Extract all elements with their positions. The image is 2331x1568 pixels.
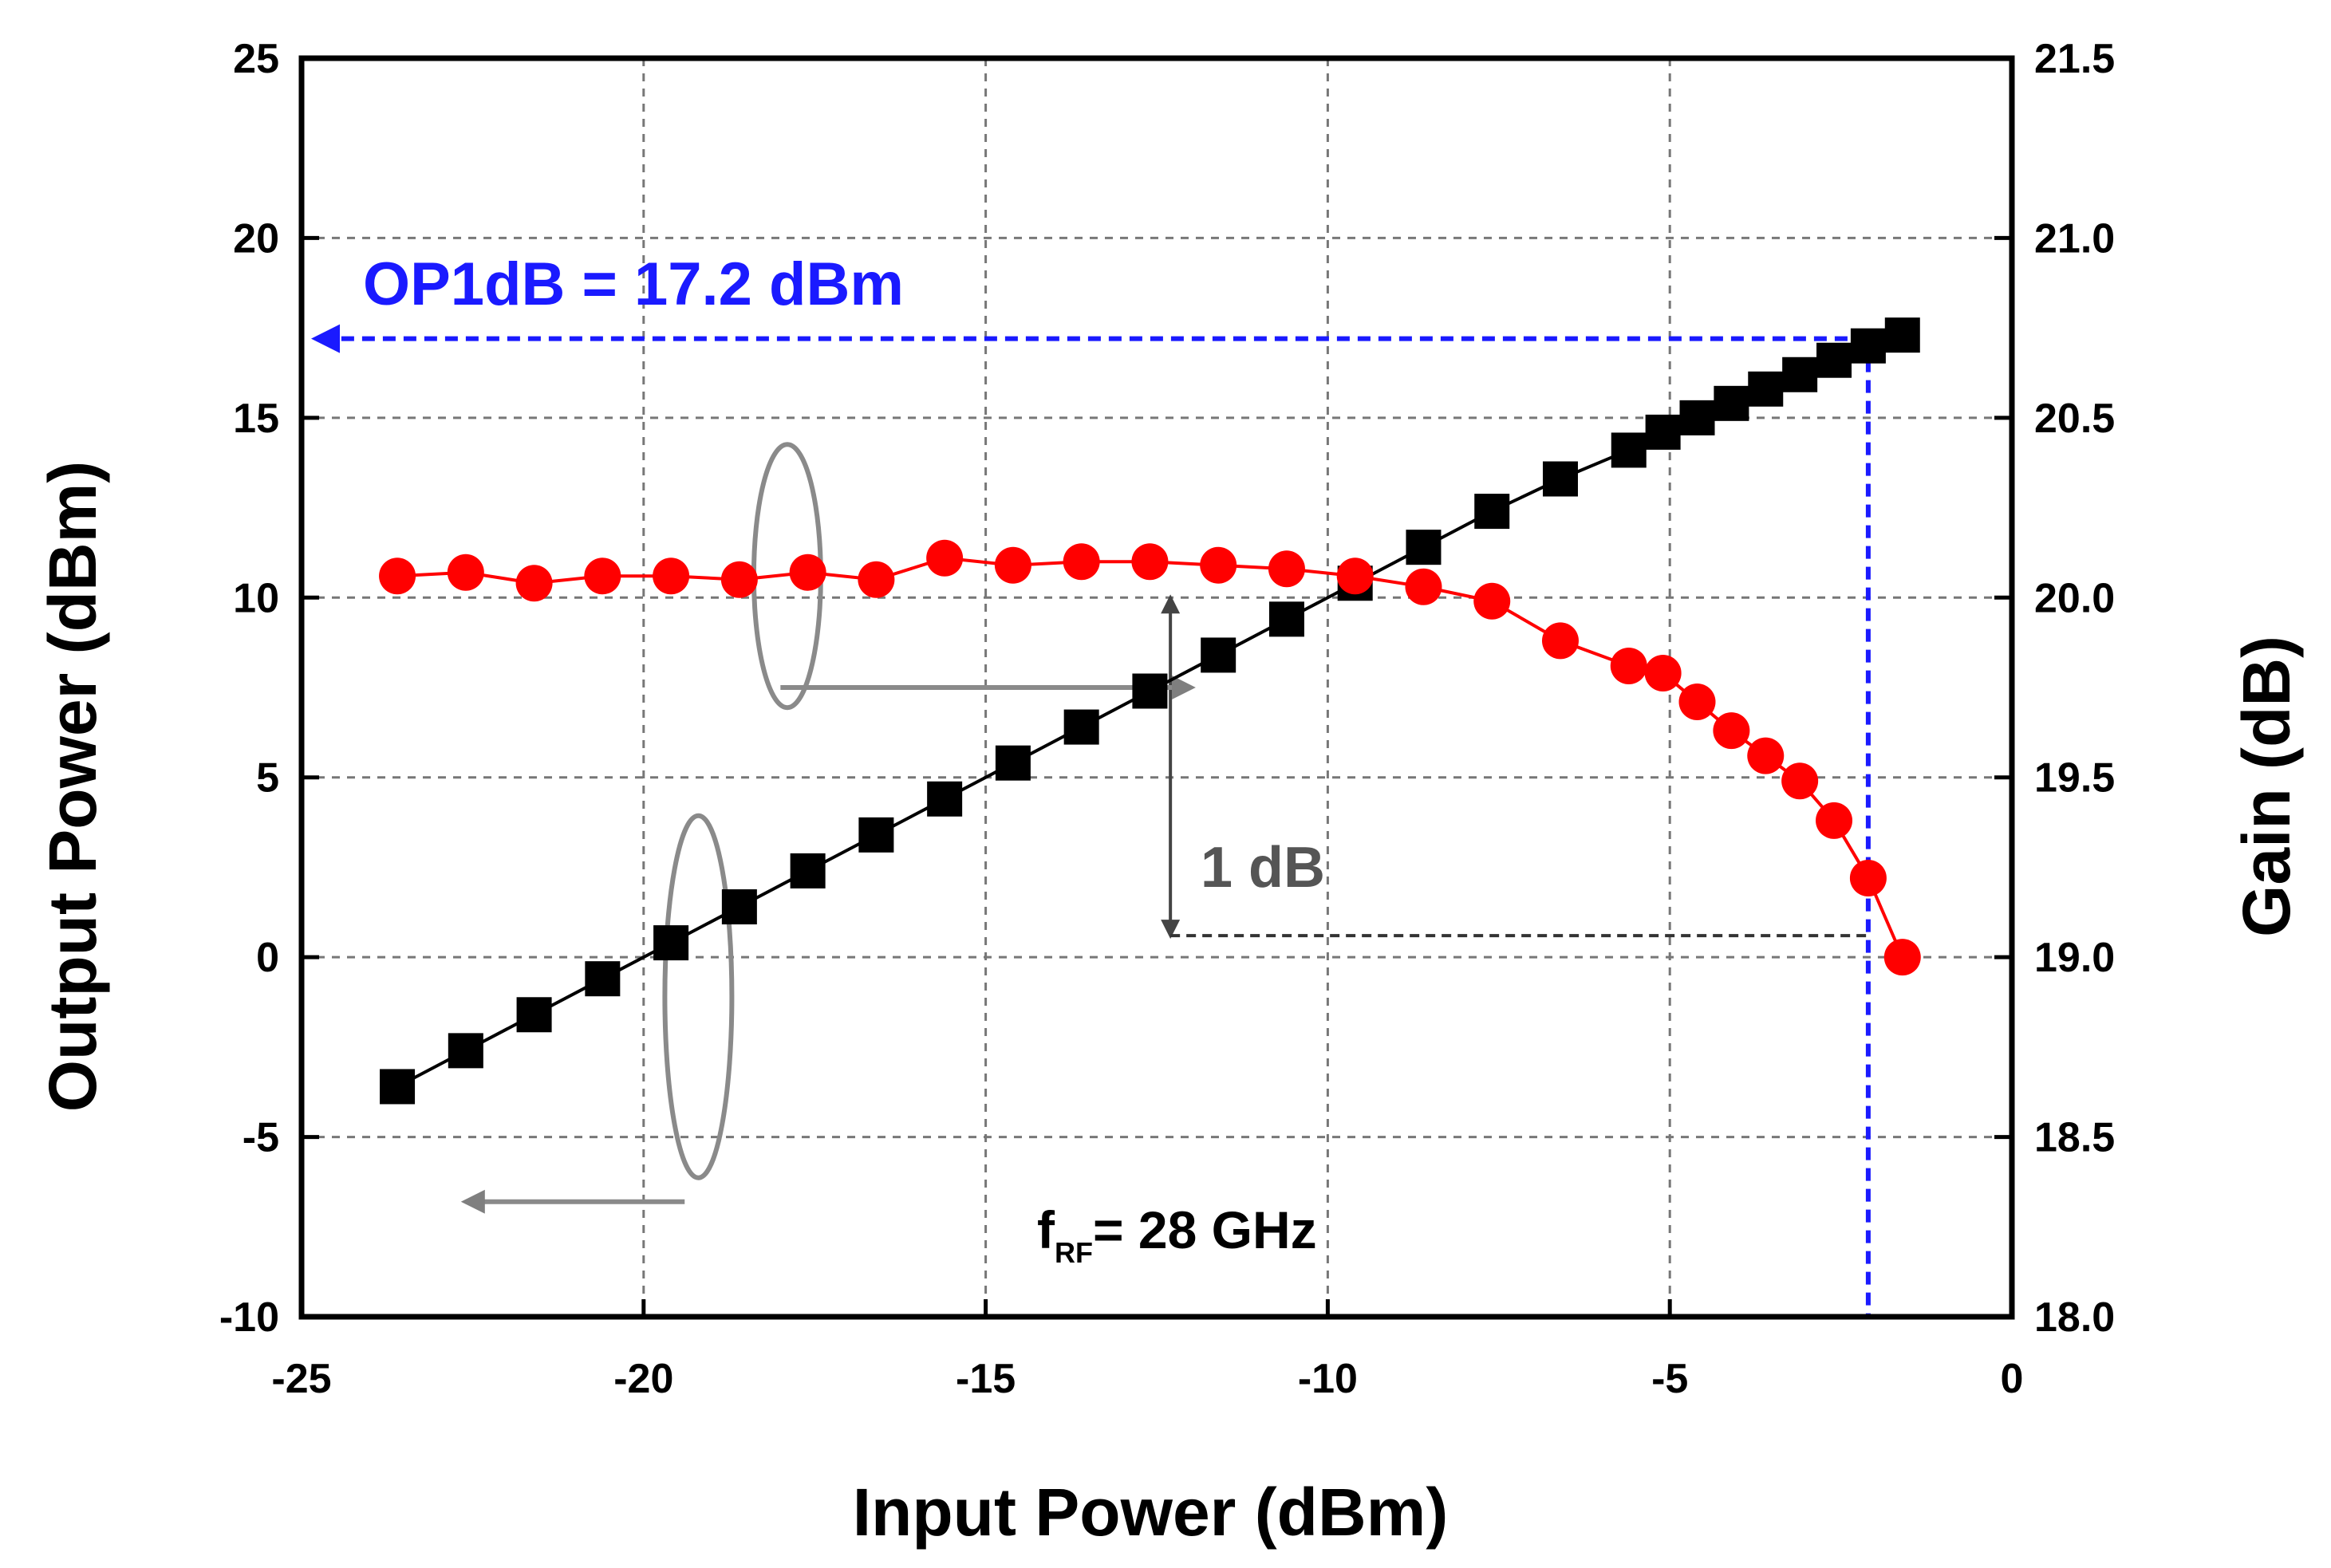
y-tick-label: 10 bbox=[233, 575, 279, 621]
series-output-power bbox=[380, 317, 1920, 1105]
output-power-point bbox=[1714, 385, 1749, 421]
y-axis-title: Output Power (dBm) bbox=[35, 461, 110, 1113]
frequency-label-subscript: RF bbox=[1055, 1236, 1093, 1269]
x-tick-label: -5 bbox=[1651, 1356, 1688, 1402]
output-power-point bbox=[1816, 342, 1852, 378]
gain-point bbox=[926, 539, 964, 577]
gain-point bbox=[1644, 654, 1682, 691]
x-tick-label: 0 bbox=[2001, 1356, 2024, 1402]
series-line bbox=[396, 556, 1904, 958]
gain-point bbox=[447, 554, 484, 591]
gain-point bbox=[1200, 546, 1237, 584]
frequency-label-prefix: f bbox=[1037, 1200, 1055, 1259]
y-tick-label: 15 bbox=[233, 396, 279, 442]
gain-point bbox=[789, 554, 826, 591]
output-power-point bbox=[1201, 637, 1236, 673]
gain-point bbox=[379, 557, 416, 595]
gain-point bbox=[515, 565, 553, 602]
output-power-point bbox=[790, 853, 826, 888]
output-power-point bbox=[1542, 461, 1578, 497]
output-power-point bbox=[721, 889, 757, 925]
y2-tick-label: 20.0 bbox=[2034, 575, 2115, 621]
y2-axis-title: Gain (dB) bbox=[2229, 636, 2304, 937]
frequency-label-value: = 28 GHz bbox=[1093, 1200, 1317, 1259]
y-tick-label: 25 bbox=[233, 36, 279, 82]
output-power-point bbox=[995, 745, 1031, 781]
y2-tick-label: 21.5 bbox=[2034, 36, 2115, 82]
y-tick-label: 5 bbox=[256, 755, 279, 802]
gain-point bbox=[1713, 712, 1750, 750]
output-power-point bbox=[1884, 317, 1920, 353]
output-power-point bbox=[1850, 328, 1886, 364]
frequency-label: fRF= 28 GHz bbox=[1037, 1200, 1317, 1269]
series-layer bbox=[379, 317, 1921, 1105]
y2-tick-label: 19.0 bbox=[2034, 935, 2115, 981]
output-power-point bbox=[858, 817, 894, 853]
gain-point bbox=[1781, 762, 1819, 800]
gain-point bbox=[858, 561, 895, 598]
op1db-label: OP1dB = 17.2 dBm bbox=[363, 250, 904, 318]
gain-point bbox=[1063, 543, 1100, 581]
output-power-point bbox=[380, 1069, 416, 1105]
x-tick-label: -10 bbox=[1298, 1356, 1358, 1402]
y2-tick-label: 19.5 bbox=[2034, 755, 2115, 802]
gain-point bbox=[1678, 684, 1716, 721]
tick-layer: -25 -20 -15 -10 -5 0 -10 -5 0 5 10 15 20 25 18.0 18.5 19… bbox=[219, 36, 2115, 1402]
output-power-point bbox=[653, 925, 689, 961]
output-power-point bbox=[1748, 371, 1784, 407]
gain-point bbox=[994, 546, 1031, 584]
x-tick-label: -15 bbox=[956, 1356, 1016, 1402]
y2-tick-label: 18.5 bbox=[2034, 1115, 2115, 1161]
output-power-point bbox=[1645, 414, 1681, 450]
x-axis-title: Input Power (dBm) bbox=[853, 1475, 1449, 1550]
gain-point bbox=[653, 557, 690, 595]
y2-tick-label: 18.0 bbox=[2034, 1294, 2115, 1341]
gain-point bbox=[584, 557, 621, 595]
y-tick-label: 0 bbox=[256, 935, 279, 981]
y-tick-label: -10 bbox=[219, 1294, 279, 1341]
output-curve-ellipse bbox=[662, 813, 735, 1180]
output-power-point bbox=[927, 781, 963, 817]
y2-tick-label: 21.0 bbox=[2034, 215, 2115, 262]
gain-point bbox=[1405, 568, 1442, 605]
gain-point bbox=[1849, 859, 1887, 896]
gain-point bbox=[1473, 582, 1511, 620]
y-tick-label: -5 bbox=[243, 1115, 279, 1161]
annotations bbox=[311, 324, 1871, 1317]
series-gain bbox=[379, 539, 1921, 976]
gain-point bbox=[1268, 550, 1305, 588]
output-power-point bbox=[1406, 530, 1442, 565]
gain-point bbox=[1883, 939, 1921, 976]
y-tick-label: 20 bbox=[233, 215, 279, 262]
output-power-point bbox=[1611, 432, 1647, 468]
x-tick-label: -25 bbox=[271, 1356, 331, 1402]
y2-tick-label: 20.5 bbox=[2034, 396, 2115, 442]
output-power-point bbox=[1474, 494, 1510, 530]
gain-point bbox=[1541, 622, 1579, 660]
output-power-point bbox=[1782, 357, 1818, 392]
gain-point bbox=[1747, 737, 1785, 774]
output-power-point bbox=[1132, 673, 1168, 709]
gain-point bbox=[1131, 543, 1169, 581]
gain-point bbox=[1816, 802, 1853, 839]
output-power-point bbox=[1679, 400, 1715, 435]
output-power-point bbox=[516, 997, 552, 1033]
gain-point bbox=[720, 561, 758, 598]
delta-1db-label: 1 dB bbox=[1201, 836, 1325, 900]
gain-point bbox=[1610, 647, 1647, 684]
output-power-point bbox=[585, 961, 621, 997]
plot-frame bbox=[298, 55, 2015, 1320]
output-power-point bbox=[448, 1033, 483, 1069]
x-tick-label: -20 bbox=[613, 1356, 673, 1402]
output-power-point bbox=[1063, 709, 1099, 745]
output-power-point bbox=[1268, 601, 1304, 637]
gain-point bbox=[1336, 557, 1374, 595]
